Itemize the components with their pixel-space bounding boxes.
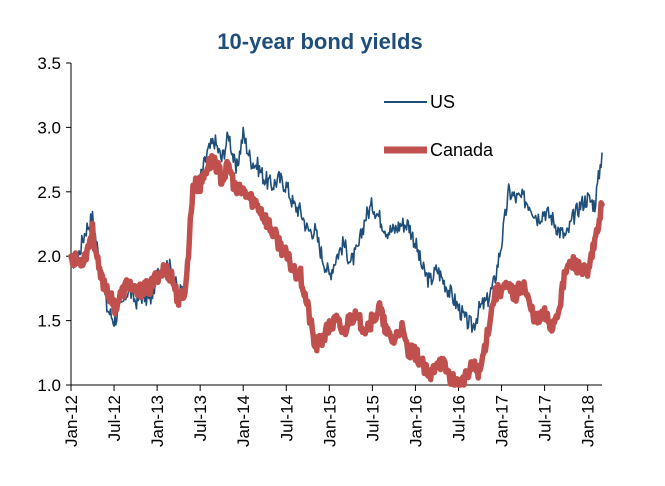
x-tick-label: Jul-14 <box>277 395 296 441</box>
x-tick-label: Jul-12 <box>105 395 124 441</box>
x-tick-label: Jul-17 <box>536 395 555 441</box>
chart-title: 10-year bond yields <box>217 29 422 54</box>
y-axis: 1.0 1.5 2.0 2.5 3.0 3.5 <box>37 54 72 395</box>
legend: US Canada <box>384 92 494 160</box>
series-line-us <box>70 126 603 333</box>
x-tick-label: Jul-16 <box>449 395 468 441</box>
y-tick-label: 1.0 <box>37 376 61 395</box>
series-line-canada <box>68 152 605 388</box>
x-tick-label: Jul-15 <box>363 395 382 441</box>
y-tick-label: 3.0 <box>37 118 61 137</box>
x-tick-label: Jan-14 <box>234 395 253 447</box>
x-axis: Jan-12 Jul-12 Jan-13 Jul-13 Jan-14 Jul-14 Jan-… <box>62 384 602 447</box>
x-tick-label: Jan-18 <box>579 395 598 447</box>
x-tick-label: Jul-13 <box>191 395 210 441</box>
series-layer <box>68 126 605 388</box>
y-tick-label: 3.5 <box>37 54 61 73</box>
x-tick-label: Jan-13 <box>148 395 167 447</box>
legend-label-canada: Canada <box>430 140 494 160</box>
y-tick-label: 2.0 <box>37 247 61 266</box>
x-tick-label: Jan-17 <box>493 395 512 447</box>
y-tick-label: 1.5 <box>37 312 61 331</box>
x-tick-label: Jan-15 <box>320 395 339 447</box>
x-tick-label: Jan-16 <box>406 395 425 447</box>
y-tick-label: 2.5 <box>37 183 61 202</box>
x-tick-label: Jan-12 <box>62 395 81 447</box>
legend-label-us: US <box>430 92 455 112</box>
